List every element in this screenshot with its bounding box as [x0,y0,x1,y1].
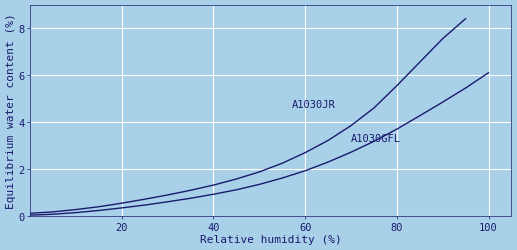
Text: A1030JR: A1030JR [292,100,335,109]
Text: A1030GFL: A1030GFL [351,133,401,143]
X-axis label: Relative humidity (%): Relative humidity (%) [200,234,342,244]
Y-axis label: Equilibrium water content (%): Equilibrium water content (%) [6,14,16,208]
